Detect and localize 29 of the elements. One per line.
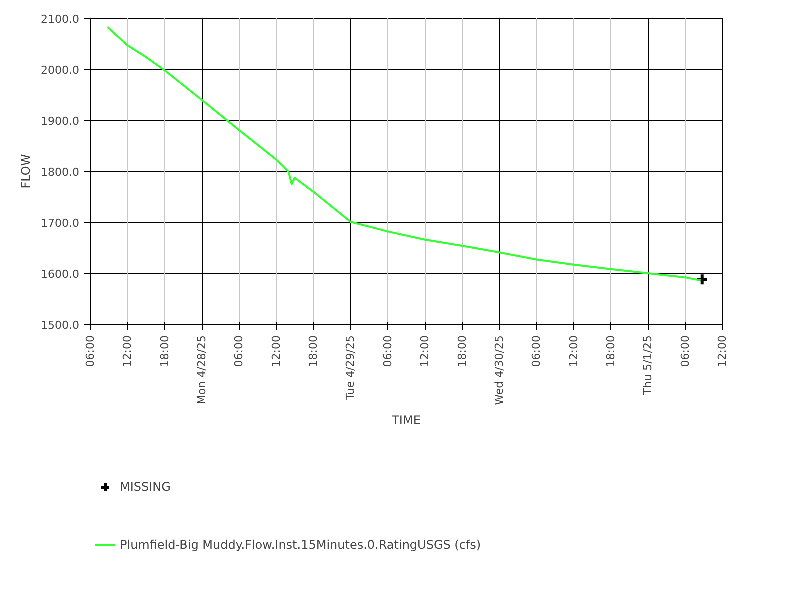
y-tick-label: 1800.0	[41, 166, 80, 179]
x-tick-label: 18:00	[307, 335, 320, 368]
x-tick-label: 12:00	[270, 335, 283, 368]
x-tick-label: 12:00	[567, 335, 580, 368]
x-tick-label: 12:00	[716, 335, 729, 368]
x-tick-label: 18:00	[604, 335, 618, 368]
y-axis-title: FLOW	[19, 154, 34, 189]
x-tick-label: 12:00	[418, 335, 432, 368]
x-tick-label: 12:00	[121, 335, 134, 368]
x-tick-label: Thu 5/1/25	[642, 335, 655, 396]
x-tick-label: Mon 4/28/25	[196, 336, 209, 405]
y-tick-label: 1900.0	[41, 115, 80, 128]
y-tick-label: 2000.0	[41, 64, 80, 77]
y-tick-label: 1500.0	[41, 319, 80, 332]
x-tick-label: 18:00	[456, 335, 469, 368]
x-tick-label: Tue 4/29/25	[344, 335, 358, 402]
x-tick-label: Wed 4/30/25	[492, 335, 506, 406]
y-tick-label: 1700.0	[41, 217, 80, 230]
x-tick-label: 06:00	[678, 335, 692, 368]
legend-label: MISSING	[120, 480, 171, 494]
x-tick-label: 18:00	[158, 335, 172, 368]
legend-label: Plumfield-Big Muddy.Flow.Inst.15Minutes.0.RatingUSGS (cfs)	[120, 538, 482, 552]
x-axis-title: TIME	[391, 413, 421, 428]
x-tick-label: 06:00	[381, 335, 394, 368]
y-tick-label: 1600.0	[41, 268, 80, 281]
x-tick-label: 06:00	[530, 335, 544, 368]
x-tick-label: 06:00	[232, 335, 246, 368]
y-tick-label: 2100.0	[41, 13, 80, 26]
x-tick-label: 06:00	[84, 335, 97, 368]
